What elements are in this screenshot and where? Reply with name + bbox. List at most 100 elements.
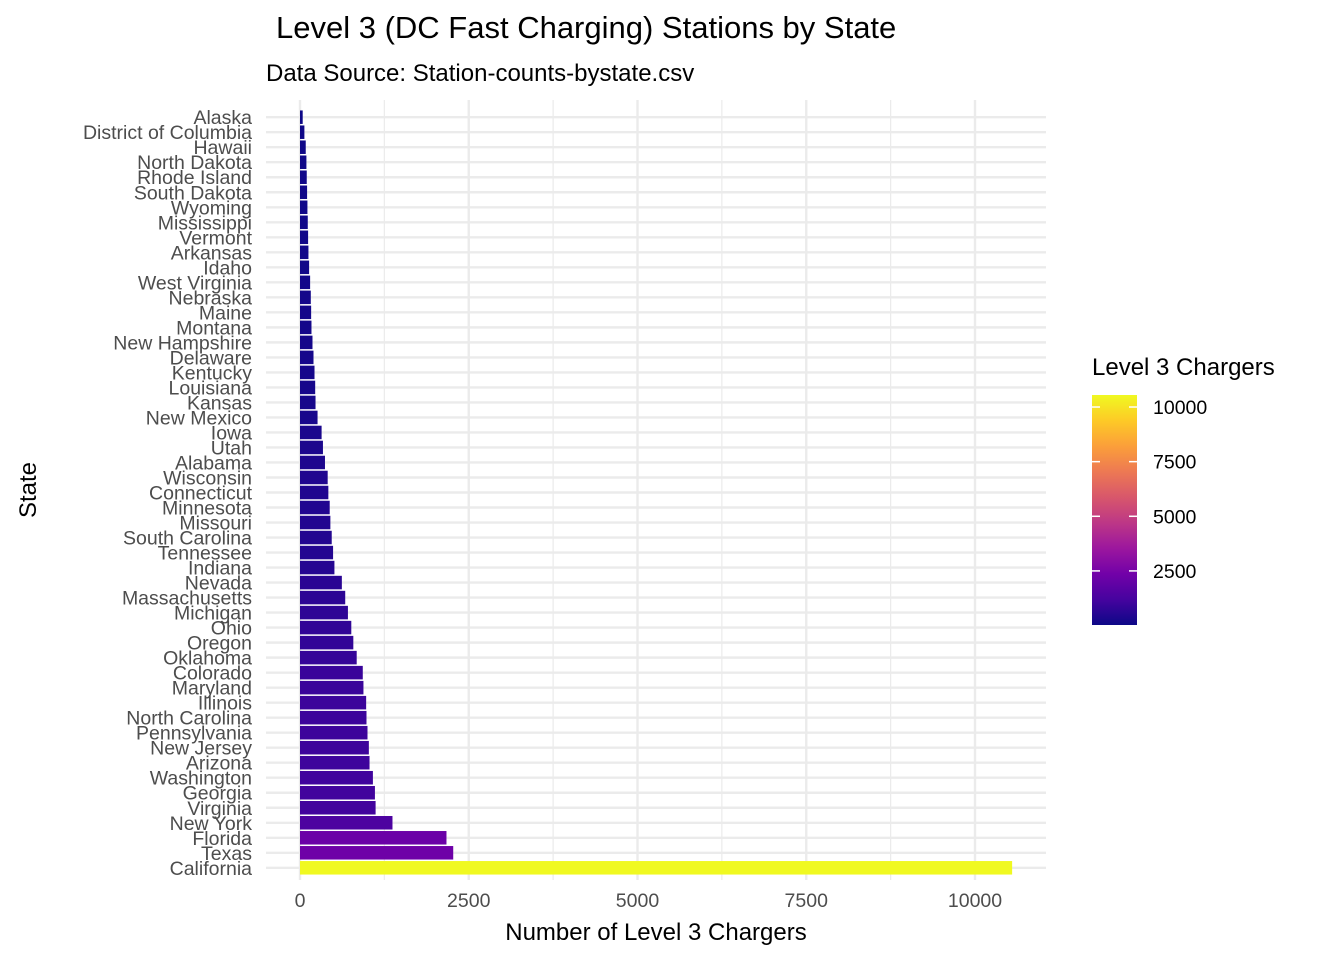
- bar: [300, 575, 342, 590]
- y-tick-label: Tennessee: [158, 543, 252, 565]
- y-tick-label: Alaska: [193, 107, 252, 129]
- y-tick-label: Nevada: [185, 573, 252, 595]
- bar: [300, 110, 303, 124]
- bar: [300, 260, 310, 275]
- bar: [300, 350, 314, 365]
- bar: [300, 785, 375, 800]
- bar: [300, 755, 370, 770]
- y-tick-label: North Dakota: [137, 152, 252, 174]
- y-tick-label: Pennsylvania: [136, 723, 252, 745]
- y-tick-label: New Mexico: [146, 407, 252, 429]
- bar: [300, 365, 315, 380]
- x-tick-label: 10000: [948, 890, 1002, 912]
- y-tick-label: Oklahoma: [163, 648, 252, 670]
- y-axis-title: State: [15, 462, 42, 518]
- y-tick-label: Rhode Island: [137, 167, 252, 189]
- y-tick-label: Maryland: [172, 678, 252, 700]
- y-tick-label: Mississippi: [158, 212, 252, 234]
- y-tick-label: Vermont: [179, 227, 252, 249]
- bar: [300, 395, 316, 410]
- x-tick-label: 2500: [447, 890, 491, 912]
- x-tick-label: 7500: [785, 890, 829, 912]
- y-tick-label: South Carolina: [123, 528, 252, 550]
- bar: [300, 680, 364, 695]
- legend-tick-label: 7500: [1153, 452, 1197, 474]
- bar: [300, 125, 305, 139]
- y-tick-label: Iowa: [211, 422, 252, 444]
- y-tick-label: Wyoming: [171, 197, 252, 219]
- bar: [300, 650, 357, 665]
- bar: [300, 635, 354, 650]
- y-tick-label: Arkansas: [171, 242, 253, 264]
- bar: [300, 455, 325, 470]
- bar: [300, 590, 346, 605]
- y-tick-label: Kentucky: [172, 362, 252, 384]
- y-tick-label: New Hampshire: [113, 332, 252, 354]
- y-tick-label: Hawaii: [193, 137, 252, 159]
- bar: [300, 740, 369, 755]
- y-tick-label: South Dakota: [134, 182, 252, 204]
- y-tick-label: Virginia: [187, 798, 252, 820]
- y-tick-label: Colorado: [173, 663, 252, 685]
- y-tick-label: Missouri: [179, 513, 252, 535]
- legend-tick-label: 2500: [1153, 561, 1197, 583]
- bar: [300, 230, 309, 245]
- bar: [300, 816, 393, 830]
- y-tick-label: Oregon: [187, 633, 252, 655]
- bar: [300, 290, 311, 305]
- legend-title: Level 3 Chargers: [1092, 354, 1275, 381]
- bar: [300, 725, 368, 740]
- x-tick-label: 5000: [616, 890, 660, 912]
- y-tick-label: Connecticut: [149, 483, 253, 505]
- bar: [300, 140, 306, 154]
- y-tick-label: Utah: [211, 437, 252, 459]
- bar: [300, 440, 323, 455]
- y-tick-label: Illinois: [198, 693, 252, 715]
- y-tick-label: Texas: [201, 843, 252, 865]
- bar: [300, 170, 307, 185]
- x-tick-label: 0: [295, 890, 306, 912]
- bar: [300, 545, 334, 560]
- bar: [300, 500, 330, 515]
- bar: [300, 846, 454, 860]
- bar: [300, 530, 332, 545]
- y-tick-label: District of Columbia: [83, 122, 252, 144]
- chart-subtitle: Data Source: Station-counts-bystate.csv: [266, 60, 695, 87]
- bar: [300, 620, 352, 635]
- legend-tick-label: 5000: [1153, 506, 1197, 528]
- bar: [300, 410, 318, 425]
- y-tick-label: Maine: [199, 302, 252, 324]
- bar: [300, 665, 363, 680]
- y-tick-label: North Carolina: [126, 708, 252, 730]
- bar: [300, 335, 313, 350]
- x-axis-title: Number of Level 3 Chargers: [505, 919, 806, 946]
- bar: [300, 485, 329, 500]
- bar: [300, 155, 307, 169]
- y-tick-label: New York: [170, 813, 253, 835]
- bar: [300, 320, 312, 335]
- bar: [300, 710, 367, 725]
- bar: [300, 605, 348, 620]
- bar: [300, 425, 322, 440]
- bar: [300, 800, 376, 815]
- y-tick-label: New Jersey: [150, 738, 252, 760]
- bar: [300, 275, 311, 290]
- y-tick-label: Ohio: [211, 618, 252, 640]
- y-tick-label: Florida: [192, 828, 252, 850]
- y-tick-label: Delaware: [170, 347, 252, 369]
- y-tick-label: Wisconsin: [163, 467, 252, 489]
- y-tick-label: Kansas: [187, 392, 252, 414]
- y-tick-label: Louisiana: [169, 377, 253, 399]
- bar: [300, 831, 447, 845]
- chart-title: Level 3 (DC Fast Charging) Stations by S…: [276, 10, 897, 45]
- y-tick-label: West Virginia: [138, 272, 252, 294]
- bar: [300, 861, 1013, 875]
- bar: [300, 470, 328, 485]
- bar: [300, 695, 367, 710]
- y-tick-label: Idaho: [203, 257, 252, 279]
- bar: [300, 305, 312, 320]
- legend-tick-label: 10000: [1153, 397, 1207, 419]
- bar: [300, 380, 316, 395]
- bar: [300, 770, 373, 785]
